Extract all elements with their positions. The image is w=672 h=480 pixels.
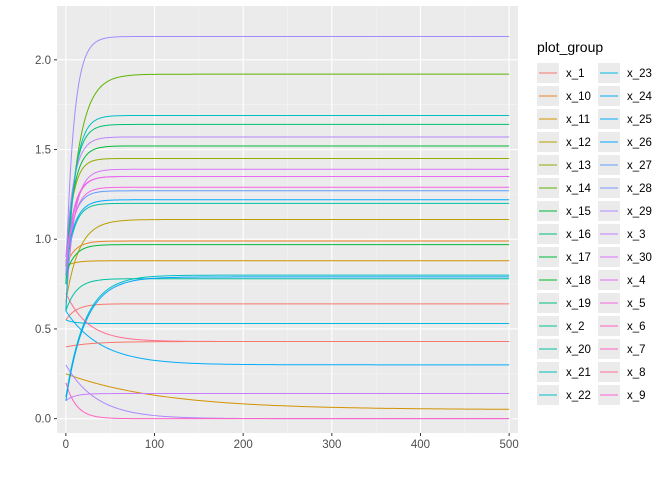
series-line-x_14 bbox=[65, 73, 510, 285]
x-tick-label: 500 bbox=[500, 439, 519, 451]
legend-label: x_28 bbox=[627, 183, 652, 195]
legend-label: x_23 bbox=[627, 68, 652, 80]
series-line-x_11 bbox=[65, 373, 510, 410]
series-line-x_20 bbox=[65, 190, 510, 267]
legend-label: x_16 bbox=[566, 229, 591, 241]
legend-label: x_17 bbox=[566, 252, 591, 264]
y-tick-label: 0.0 bbox=[35, 414, 51, 426]
y-tick-label: 1.5 bbox=[35, 145, 51, 157]
series-line-x_7 bbox=[65, 114, 510, 312]
legend-label: x_2 bbox=[566, 321, 585, 333]
legend-label: x_11 bbox=[566, 114, 590, 126]
legend-label: x_8 bbox=[627, 367, 646, 379]
y-tick-label: 1.0 bbox=[35, 234, 51, 246]
series-line-x_9 bbox=[65, 36, 510, 276]
legend-label: x_18 bbox=[566, 275, 591, 287]
series-line-x_1 bbox=[65, 303, 510, 321]
legend-label: x_26 bbox=[627, 137, 652, 149]
y-tick-label: 2.0 bbox=[35, 55, 51, 67]
series-line-x_23 bbox=[65, 186, 510, 276]
series-line-x_29 bbox=[65, 278, 510, 312]
legend: plot_group x_1 x_10 x_11 x_12 x_13 x_14 x_15 x_1… bbox=[537, 39, 653, 405]
legend-label: x_13 bbox=[566, 160, 591, 172]
legend-label: x_30 bbox=[627, 252, 652, 264]
axes: 0.0 0.5 1.0 1.5 2.0 0 100 200 300 400 500 bbox=[35, 55, 519, 451]
series-line-x_12 bbox=[65, 219, 510, 303]
legend-label: x_9 bbox=[627, 390, 646, 402]
series-line-x_17 bbox=[65, 202, 510, 276]
series-line-x_5 bbox=[65, 276, 510, 401]
legend-label: x_5 bbox=[627, 298, 646, 310]
series-line-x_6 bbox=[65, 136, 510, 258]
series-line-x_30 bbox=[65, 393, 510, 402]
series-line-x_28 bbox=[65, 244, 510, 276]
legend-label: x_21 bbox=[566, 367, 591, 379]
x-tick-label: 200 bbox=[234, 439, 253, 451]
series-line-x_24 bbox=[65, 382, 510, 420]
y-tick-label: 0.5 bbox=[35, 324, 51, 336]
series-line-x_27 bbox=[65, 260, 510, 267]
series-line-x_3 bbox=[65, 199, 510, 267]
legend-label: x_20 bbox=[566, 344, 591, 356]
x-tick-label: 100 bbox=[145, 439, 164, 451]
legend-title: plot_group bbox=[537, 39, 603, 55]
series-line-x_16 bbox=[65, 123, 510, 285]
legend-label: x_4 bbox=[627, 275, 646, 287]
legend-label: x_29 bbox=[627, 206, 652, 218]
series-line-x_13 bbox=[65, 158, 510, 267]
series-line-x_8 bbox=[65, 175, 510, 276]
legend-label: x_12 bbox=[566, 137, 591, 149]
x-tick-label: 400 bbox=[411, 439, 430, 451]
legend-label: x_15 bbox=[566, 206, 591, 218]
legend-label: x_24 bbox=[627, 91, 653, 103]
legend-label: x_6 bbox=[627, 321, 646, 333]
legend-label: x_3 bbox=[627, 229, 646, 241]
legend-label: x_7 bbox=[627, 344, 646, 356]
legend-label: x_22 bbox=[566, 390, 591, 402]
legend-label: x_27 bbox=[627, 160, 652, 172]
x-tick-label: 0 bbox=[63, 439, 69, 451]
legend-label: x_19 bbox=[566, 298, 591, 310]
series-lines bbox=[65, 36, 510, 420]
legend-label: x_25 bbox=[627, 114, 652, 126]
series-line-x_18 bbox=[65, 274, 510, 398]
legend-label: x_1 bbox=[566, 68, 585, 80]
legend-label: x_10 bbox=[566, 91, 591, 103]
legend-label: x_14 bbox=[566, 183, 592, 195]
series-line-x_26 bbox=[65, 341, 510, 348]
series-line-x_15 bbox=[65, 145, 510, 267]
series-line-x_10 bbox=[65, 240, 510, 267]
x-tick-label: 300 bbox=[322, 439, 341, 451]
series-line-x_22 bbox=[65, 168, 510, 312]
series-line-x_2 bbox=[65, 310, 510, 366]
plot-panel bbox=[57, 6, 518, 433]
